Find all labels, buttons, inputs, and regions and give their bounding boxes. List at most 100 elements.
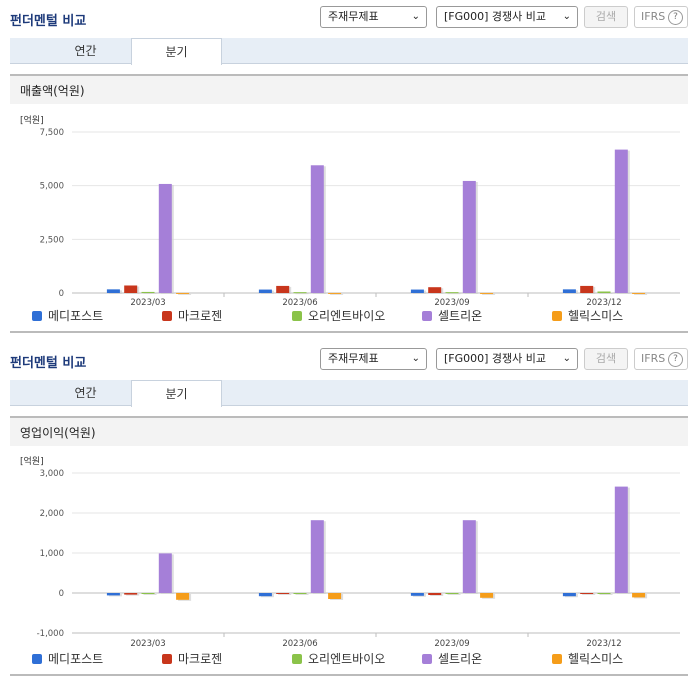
search-button[interactable]: 검색 (584, 6, 628, 28)
peer-group-value: [FG000] 경쟁사 비교 (444, 352, 547, 365)
bar-2-2023/06 (276, 285, 290, 293)
bar-2-2023/09 (428, 287, 442, 293)
legend-swatch (162, 654, 172, 664)
bar-5-2023/06 (328, 292, 342, 294)
bar-chart: [억원] 0 2,500 5,000 7,500 2023/03 2023/06 2023/0… (20, 114, 680, 308)
legend-swatch (552, 311, 562, 321)
fundamental-panel-2: 펀더멘털 비교 주재무제표 ⌄ [FG000] 경쟁사 비교 ⌄ 검색 IFRS… (0, 342, 696, 684)
bar-3-2023/03 (141, 593, 155, 594)
ifrs-label: IFRS (641, 10, 666, 23)
bar-1-2023/03 (106, 593, 120, 596)
legend-label: 셀트리온 (438, 652, 483, 666)
bar-shadow (582, 594, 596, 595)
legend-swatch (292, 311, 302, 321)
bar-shadow (599, 594, 613, 595)
y-tick-label: 1,000 (40, 549, 64, 559)
bar-2-2023/09 (428, 593, 442, 595)
bar-5-2023/03 (176, 292, 190, 294)
bar-shadow (278, 594, 292, 595)
unit-label: [억원] (20, 114, 44, 126)
y-tick-label: 2,500 (40, 235, 64, 245)
legend-label: 마크로젠 (178, 309, 223, 323)
help-icon[interactable]: ? (668, 10, 683, 25)
legend-item[interactable]: 마크로젠 (162, 306, 222, 326)
unit-label: [억원] (20, 455, 44, 467)
legend-swatch (32, 654, 42, 664)
peer-group-select[interactable]: [FG000] 경쟁사 비교 ⌄ (436, 348, 578, 370)
bar-5-2023/09 (480, 593, 494, 598)
bar-2-2023/06 (276, 593, 290, 594)
tab-quarterly[interactable]: 분기 (131, 38, 222, 65)
legend-item[interactable]: 오리엔트바이오 (292, 306, 385, 326)
bar-4-2023/06 (310, 165, 324, 293)
bar-4-2023/03 (158, 183, 172, 293)
search-button[interactable]: 검색 (584, 348, 628, 370)
bar-chart: [억원] -1,000 0 1,000 2,000 3,000 2023/03 2023/06… (20, 455, 680, 649)
metric-title: 영업이익(억원) (20, 426, 96, 440)
legend-item[interactable]: 헬릭스미스 (552, 306, 623, 326)
peer-group-value: [FG000] 경쟁사 비교 (444, 10, 547, 23)
chevron-down-icon: ⌄ (411, 11, 420, 22)
panel-title: 펀더멘털 비교 (10, 14, 87, 29)
tab-annual[interactable]: 연간 (74, 44, 97, 58)
bar-1-2023/12 (562, 289, 576, 293)
bar-shadow (447, 293, 461, 295)
bar-3-2023/12 (597, 291, 611, 293)
x-tick-label: 2023/09 (434, 298, 469, 308)
bar-4-2023/09 (462, 180, 476, 293)
statement-type-select[interactable]: 주재무제표 ⌄ (320, 6, 427, 28)
bar-2-2023/12 (580, 593, 594, 594)
chevron-down-icon: ⌄ (562, 353, 571, 364)
tab-quarterly[interactable]: 분기 (131, 380, 222, 407)
legend-label: 마크로젠 (178, 652, 223, 666)
panel-header: 펀더멘털 비교 주재무제표 ⌄ [FG000] 경쟁사 비교 ⌄ 검색 IFRS… (0, 0, 696, 34)
bar-3-2023/06 (293, 593, 307, 594)
legend-item[interactable]: 메디포스트 (32, 649, 103, 669)
bar-4-2023/12 (614, 486, 628, 593)
bar-1-2023/06 (258, 593, 272, 597)
legend-item[interactable]: 메디포스트 (32, 306, 103, 326)
bar-shadow (447, 594, 461, 595)
legend-label: 헬릭스미스 (568, 309, 624, 323)
help-icon[interactable]: ? (668, 352, 683, 367)
legend-item[interactable]: 마크로젠 (162, 649, 222, 669)
legend-item[interactable]: 셀트리온 (422, 306, 482, 326)
chart-legend: 메디포스트 마크로젠 오리엔트바이오 셀트리온 헬릭스미스 (10, 649, 688, 669)
bar-3-2023/09 (445, 593, 459, 594)
panel-title: 펀더멘털 비교 (10, 356, 87, 371)
legend-label: 헬릭스미스 (568, 652, 624, 666)
legend-label: 메디포스트 (48, 652, 104, 666)
bar-3-2023/06 (293, 292, 307, 294)
chevron-down-icon: ⌄ (411, 353, 420, 364)
bar-shadow (126, 594, 140, 596)
legend-swatch (422, 654, 432, 664)
statement-type-value: 주재무제표 (328, 10, 379, 23)
legend-swatch (292, 654, 302, 664)
bar-shadow (330, 293, 344, 295)
legend-item[interactable]: 셀트리온 (422, 649, 482, 669)
x-tick-label: 2023/03 (130, 298, 165, 308)
bar-shadow (178, 293, 192, 295)
bar-shadow (295, 293, 309, 295)
peer-group-select[interactable]: [FG000] 경쟁사 비교 ⌄ (436, 6, 578, 28)
legend-label: 오리엔트바이오 (308, 309, 386, 323)
statement-type-select[interactable]: 주재무제표 ⌄ (320, 348, 427, 370)
legend-item[interactable]: 오리엔트바이오 (292, 649, 385, 669)
legend-item[interactable]: 헬릭스미스 (552, 649, 623, 669)
ifrs-toggle[interactable]: IFRS ? (634, 348, 688, 370)
bar-1-2023/12 (562, 593, 576, 597)
y-tick-label: 7,500 (40, 128, 64, 138)
tab-annual[interactable]: 연간 (74, 386, 97, 400)
bar-5-2023/09 (480, 292, 494, 294)
panel-header: 펀더멘털 비교 주재무제표 ⌄ [FG000] 경쟁사 비교 ⌄ 검색 IFRS… (0, 342, 696, 376)
bar-3-2023/12 (597, 593, 611, 594)
legend-swatch (162, 311, 172, 321)
bar-shadow (634, 293, 648, 295)
bar-2-2023/12 (580, 285, 594, 293)
bar-2-2023/03 (124, 285, 138, 293)
legend-swatch (422, 311, 432, 321)
panel-divider (10, 674, 688, 676)
bar-2-2023/03 (124, 593, 138, 595)
ifrs-toggle[interactable]: IFRS ? (634, 6, 688, 28)
metric-header: 영업이익(억원) (10, 416, 688, 446)
